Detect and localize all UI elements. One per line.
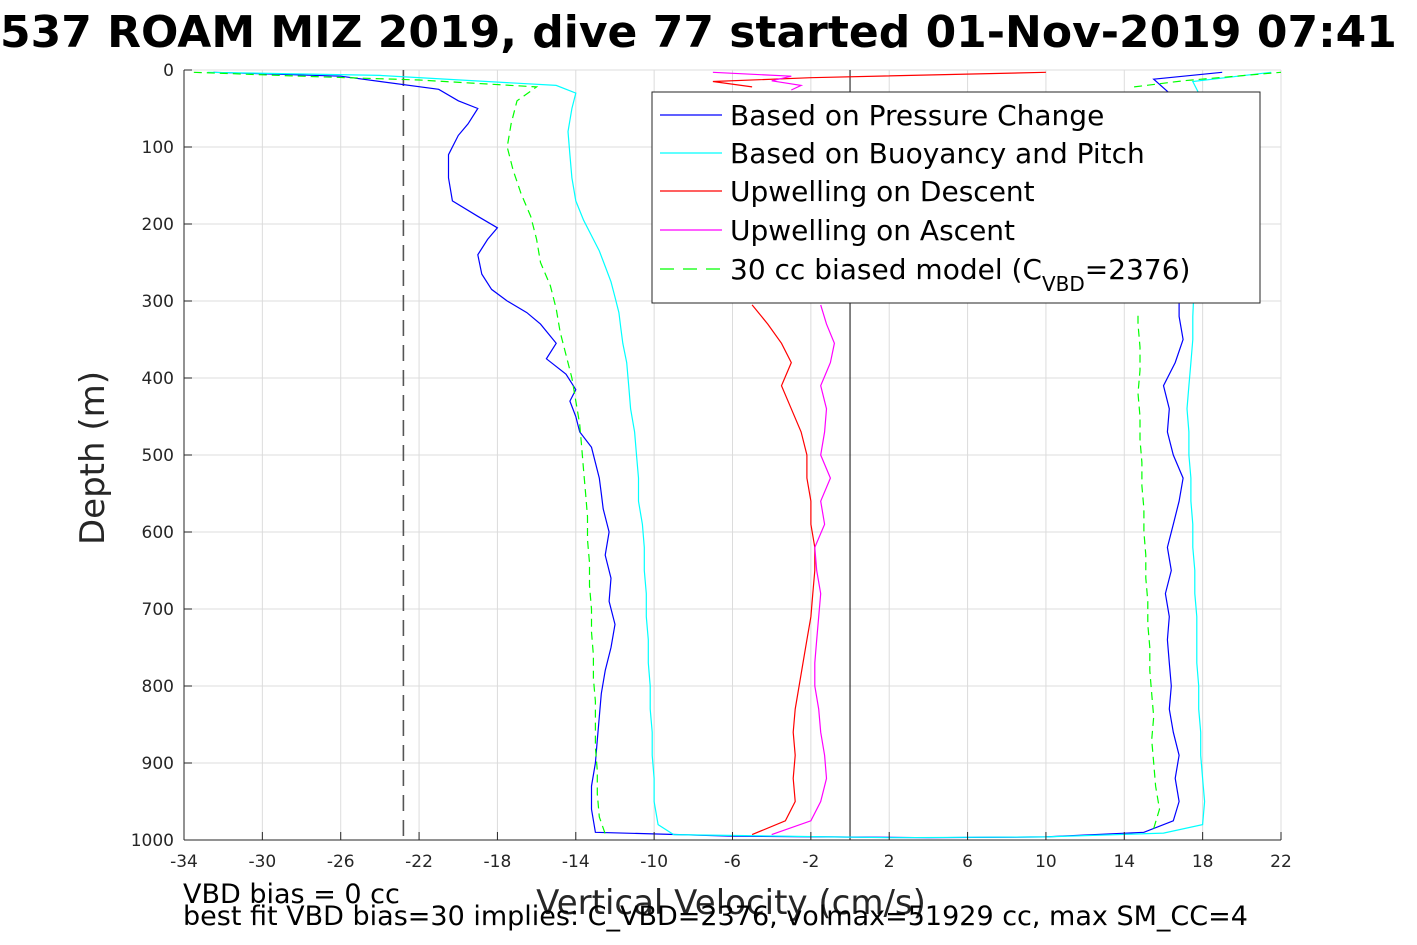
series-line-4 <box>193 71 606 834</box>
x-tick-label: -2 <box>802 852 819 872</box>
y-tick-label: 100 <box>142 138 174 158</box>
x-tick-label: -30 <box>248 852 276 872</box>
y-tick-label: 900 <box>142 754 174 774</box>
x-tick-label: 10 <box>1035 852 1057 872</box>
footnote-vbd-bias: VBD bias = 0 cc <box>183 879 400 910</box>
x-tick-label: 14 <box>1113 852 1135 872</box>
x-tick-label: 18 <box>1192 852 1214 872</box>
y-tick-label: 200 <box>142 215 174 235</box>
y-tick-label: 600 <box>142 523 174 543</box>
legend-label-biased-model: 30 cc biased model (CVBD=2376) <box>730 253 1190 296</box>
legend-label-buoyancy: Based on Buoyancy and Pitch <box>730 137 1145 170</box>
x-tick-label: 22 <box>1270 852 1292 872</box>
legend-box <box>651 91 1261 304</box>
x-tick-label: -10 <box>640 852 668 872</box>
x-tick-label: -22 <box>405 852 433 872</box>
series-line-4 <box>1137 312 1161 829</box>
footnote-best-fit: best fit VBD bias=30 implies: C_VBD=2376… <box>183 901 1248 932</box>
x-axis-label: Vertical Velocity (cm/s) <box>536 883 926 923</box>
series-line-1 <box>207 71 1272 839</box>
y-tick-label: 700 <box>142 600 174 620</box>
x-tick-label: -26 <box>327 852 355 872</box>
legend-label-biased-model-tail: =2376) <box>1085 253 1191 286</box>
legend-label-upwelling-ascent: Upwelling on Ascent <box>730 214 1015 247</box>
legend: Based on Pressure Change Based on Buoyan… <box>651 91 1261 304</box>
x-tick-label: -18 <box>484 852 512 872</box>
y-tick-label: 1000 <box>131 831 174 851</box>
x-tick-label: -14 <box>562 852 590 872</box>
x-tick-label: 6 <box>962 852 973 872</box>
legend-label-pressure: Based on Pressure Change <box>730 99 1104 132</box>
legend-label-biased-model-sub: VBD <box>1042 272 1085 296</box>
series-line-3 <box>712 71 804 91</box>
y-axis-label: Depth (m) <box>73 371 113 545</box>
series-line-4 <box>1134 71 1282 88</box>
legend-label-upwelling-descent: Upwelling on Descent <box>730 175 1035 208</box>
series-line-2 <box>751 304 816 836</box>
legend-label-biased-model-main: 30 cc biased model (C <box>730 253 1042 286</box>
y-tick-label: 800 <box>142 677 174 697</box>
y-tick-label: 500 <box>142 446 174 466</box>
series-line-3 <box>771 304 836 836</box>
series-line-0 <box>213 71 1223 839</box>
chart-title: 537 ROAM MIZ 2019, dive 77 started 01-No… <box>0 7 1397 58</box>
y-tick-label: 300 <box>142 292 174 312</box>
y-tick-label: 0 <box>163 61 174 81</box>
x-tick-label: -34 <box>170 852 198 872</box>
x-tick-label: 2 <box>884 852 895 872</box>
y-tick-label: 400 <box>142 369 174 389</box>
series-line-2 <box>712 71 1046 88</box>
x-tick-label: -6 <box>724 852 741 872</box>
